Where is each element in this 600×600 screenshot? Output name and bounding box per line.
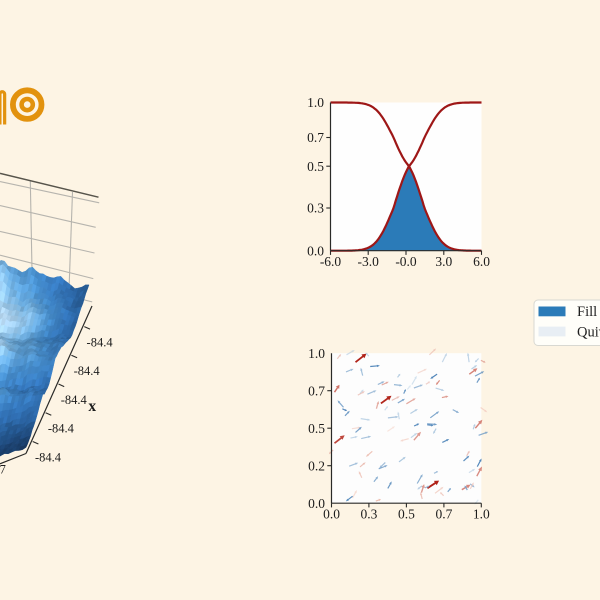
svg-text:1.0: 1.0 bbox=[473, 507, 490, 522]
svg-text:7: 7 bbox=[0, 462, 6, 476]
svg-text:0.2: 0.2 bbox=[308, 458, 325, 473]
svg-text:-3.0: -3.0 bbox=[358, 254, 380, 269]
svg-text:0.5: 0.5 bbox=[307, 159, 324, 174]
svg-text:0.0: 0.0 bbox=[307, 243, 324, 258]
svg-text:6.0: 6.0 bbox=[473, 254, 490, 269]
svg-text:-84.4: -84.4 bbox=[87, 335, 114, 349]
svg-text:1.0: 1.0 bbox=[308, 346, 325, 361]
svg-text:0.3: 0.3 bbox=[307, 201, 324, 216]
svg-text:-6.0: -6.0 bbox=[320, 254, 342, 269]
svg-text:-0.0: -0.0 bbox=[395, 254, 417, 269]
svg-text:0.5: 0.5 bbox=[308, 421, 325, 436]
svg-text:Quiver: Quiver bbox=[577, 324, 600, 340]
svg-text:-84.4: -84.4 bbox=[74, 364, 101, 378]
svg-text:x: x bbox=[88, 398, 96, 415]
svg-text:0.5: 0.5 bbox=[398, 507, 415, 522]
svg-text:0.7: 0.7 bbox=[308, 383, 325, 398]
svg-text:0.0: 0.0 bbox=[323, 507, 340, 522]
svg-text:-84.4: -84.4 bbox=[61, 393, 88, 407]
svg-text:-84.4: -84.4 bbox=[35, 450, 62, 464]
svg-text:0.0: 0.0 bbox=[308, 496, 325, 511]
svg-text:Fill between: Fill between bbox=[577, 304, 600, 320]
svg-text:0.3: 0.3 bbox=[360, 507, 377, 522]
svg-text:0.7: 0.7 bbox=[307, 130, 324, 145]
svg-text:-84.4: -84.4 bbox=[48, 422, 75, 436]
svg-text:1.0: 1.0 bbox=[307, 95, 324, 110]
svg-text:3.0: 3.0 bbox=[435, 254, 452, 269]
svg-text:0.7: 0.7 bbox=[435, 507, 452, 522]
